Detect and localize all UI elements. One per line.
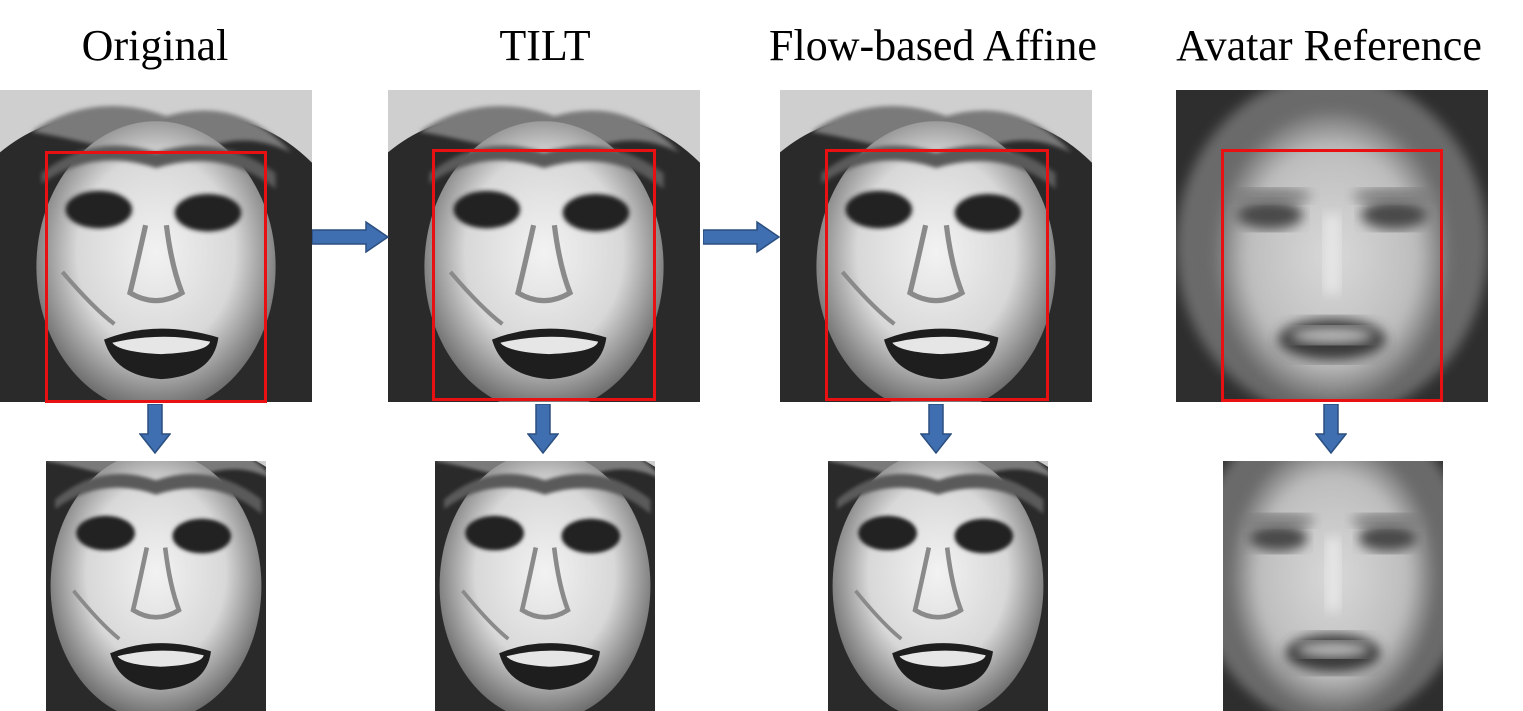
right-arrow-icon — [312, 220, 390, 254]
title-avatar-reference: Avatar Reference — [1176, 21, 1482, 70]
down-arrow-icon — [1315, 404, 1347, 454]
flow-affine-cropped-face — [828, 461, 1048, 711]
down-arrow-icon — [139, 404, 171, 454]
crop-rect-original — [45, 151, 267, 403]
down-arrow-icon — [527, 404, 559, 454]
original-cropped-face — [46, 461, 266, 711]
avatar-cropped-face — [1223, 461, 1443, 711]
tilt-cropped-face — [435, 461, 655, 711]
right-arrow-icon — [703, 220, 781, 254]
title-tilt: TILT — [499, 21, 591, 70]
crop-rect-avatar — [1221, 149, 1443, 402]
crop-rect-tilt — [432, 149, 656, 401]
crop-rect-flow-affine — [825, 149, 1049, 401]
down-arrow-icon — [920, 404, 952, 454]
title-original: Original — [81, 21, 229, 70]
title-flow-based-affine: Flow-based Affine — [769, 21, 1097, 70]
